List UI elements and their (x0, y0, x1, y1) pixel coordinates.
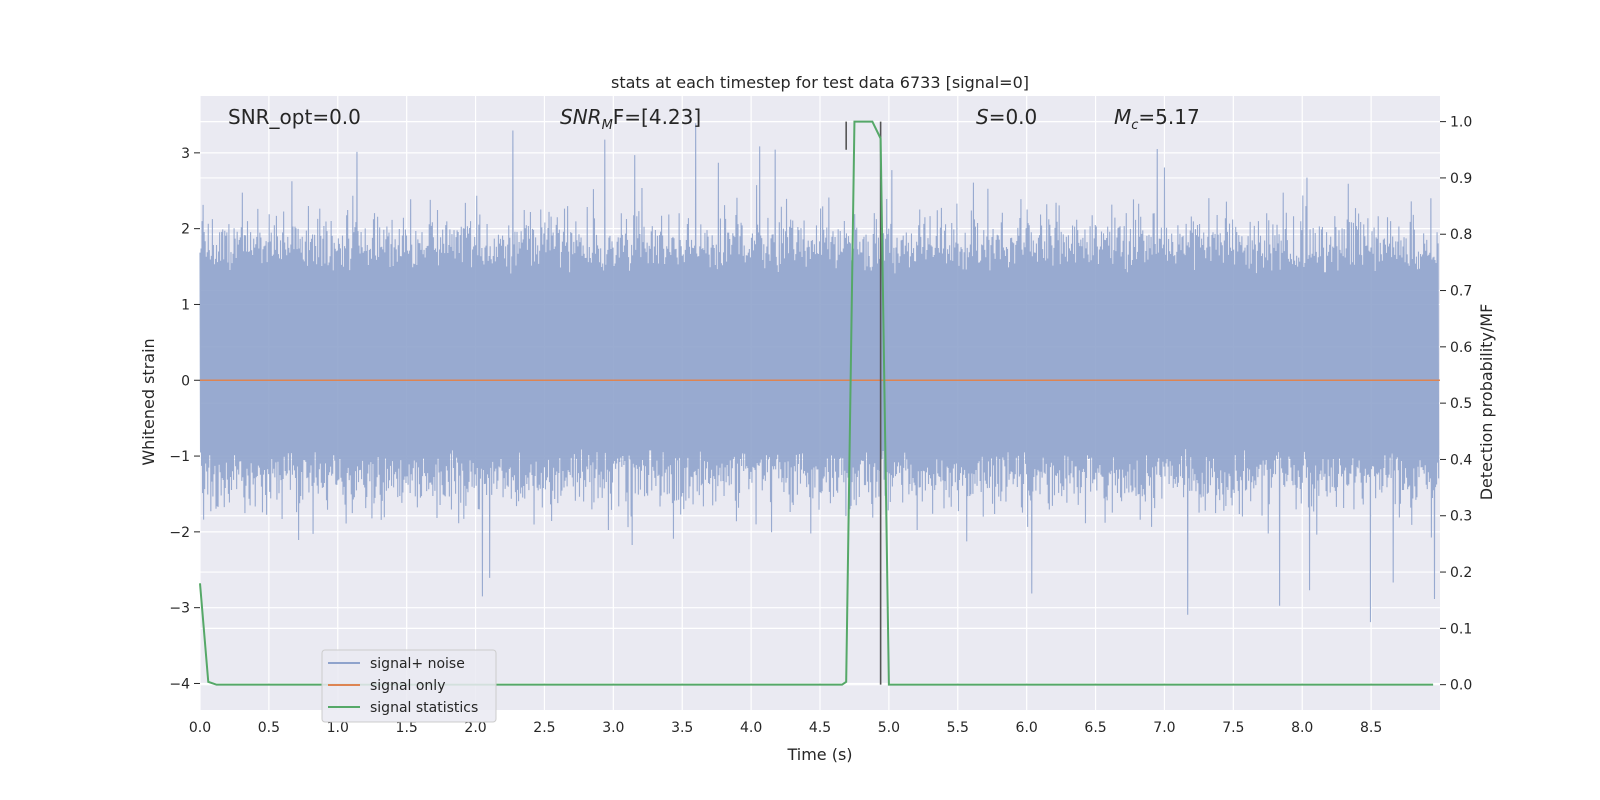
signal-statistics-line (199, 120, 1434, 686)
x-tick-label: 1.0 (327, 720, 349, 736)
y-right-tick-label: 0.6 (1450, 340, 1472, 356)
y-left-tick-label: 2 (181, 222, 190, 238)
y-left-tick-label: 3 (181, 146, 190, 162)
y-left-tick-label: 1 (181, 297, 190, 313)
y-left-axis-label: Whitened strain (139, 338, 158, 465)
x-tick-label: 6.5 (1084, 720, 1106, 736)
x-tick-label: 7.0 (1153, 720, 1175, 736)
series-signal-noise (199, 123, 1440, 623)
y-right-tick-label: 0.4 (1450, 452, 1472, 468)
annotation-mc: Mc=5.17 (1114, 105, 1200, 133)
y-right-tick-label: 0.5 (1450, 396, 1472, 412)
x-tick-label: 4.0 (740, 720, 762, 736)
y-right-tick-label: 0.8 (1450, 227, 1472, 243)
y-right-ticks: 0.0 0.1 0.2 0.3 0.4 0.5 0.6 0.7 0.8 0.9 1.0 (1440, 115, 1472, 694)
y-left-tick-label: −2 (169, 525, 190, 541)
x-tick-label: 8.0 (1291, 720, 1313, 736)
y-right-tick-label: 0.7 (1450, 284, 1472, 300)
chart-title: stats at each timestep for test data 673… (611, 73, 1029, 92)
legend-label-signal-noise: signal+ noise (370, 656, 465, 672)
y-right-tick-label: 0.9 (1450, 171, 1472, 187)
x-tick-label: 6.0 (1016, 720, 1038, 736)
y-right-axis-label: Detection probability/MF (1477, 304, 1496, 501)
y-left-tick-label: −4 (169, 676, 190, 692)
vertical-lines (845, 121, 882, 685)
x-tick-label: 0.0 (189, 720, 211, 736)
x-tick-label: 3.5 (671, 720, 693, 736)
y-right-tick-label: 0.3 (1450, 509, 1472, 525)
annotations: SNR_opt=0.0 SNRMF=[4.23] S=0.0 Mc=5.17 (228, 105, 1200, 133)
annotation-s: S=0.0 (976, 105, 1037, 129)
y-right-tick-label: 0.1 (1450, 621, 1472, 637)
x-tick-label: 4.5 (809, 720, 831, 736)
x-tick-label: 0.5 (258, 720, 280, 736)
y-left-tick-label: −1 (169, 449, 190, 465)
legend-label-signal-only: signal only (370, 678, 445, 694)
y-right-tick-label: 0.2 (1450, 565, 1472, 581)
series-signal-statistics (199, 120, 1434, 686)
y-left-ticks: −4 −3 −2 −1 0 1 2 3 (169, 146, 200, 692)
x-tick-label: 3.0 (602, 720, 624, 736)
legend-box (321, 649, 497, 723)
signal-noise-line (199, 123, 1440, 623)
x-ticks: 0.0 0.5 1.0 1.5 2.0 2.5 3.0 3.5 4.0 4.5 5.0 5.5 6.0 6… (189, 720, 1382, 736)
y-right-tick-label: 0.0 (1450, 678, 1472, 694)
y-left-tick-label: −3 (169, 601, 190, 617)
annotation-snr-mf: SNRMF=[4.23] (560, 105, 701, 133)
x-axis-label: Time (s) (786, 745, 852, 764)
legend: signal+ noise signal only signal statist… (321, 649, 497, 723)
x-tick-label: 2.5 (533, 720, 555, 736)
annotation-snr-opt: SNR_opt=0.0 (228, 105, 361, 129)
legend-label-signal-statistics: signal statistics (370, 700, 478, 716)
x-tick-label: 2.0 (464, 720, 486, 736)
y-left-tick-label: 0 (181, 373, 190, 389)
x-tick-label: 1.5 (396, 720, 418, 736)
x-tick-label: 5.0 (878, 720, 900, 736)
y-right-tick-label: 1.0 (1450, 115, 1472, 131)
x-tick-label: 5.5 (947, 720, 969, 736)
x-tick-label: 8.5 (1360, 720, 1382, 736)
x-tick-label: 7.5 (1222, 720, 1244, 736)
